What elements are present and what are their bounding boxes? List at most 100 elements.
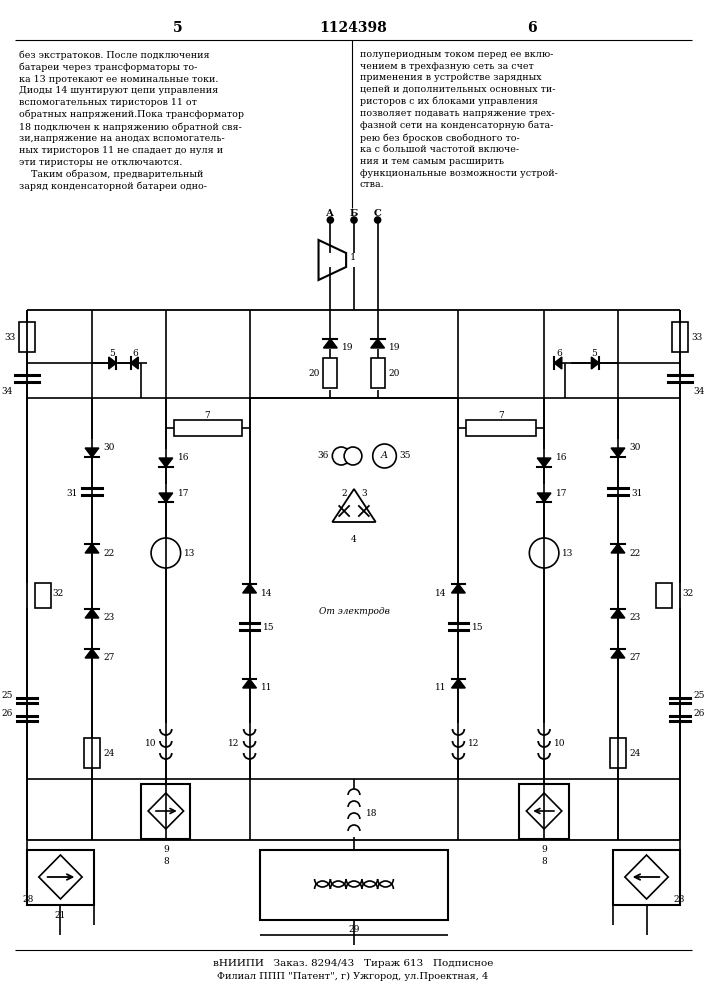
- Bar: [324, 358, 337, 388]
- Bar: [656, 583, 672, 608]
- Text: От электродв: От электродв: [319, 606, 390, 615]
- Text: 8: 8: [163, 856, 169, 865]
- Text: 31: 31: [632, 488, 643, 497]
- Bar: [174, 420, 242, 436]
- Polygon shape: [611, 609, 625, 618]
- Text: 18: 18: [366, 808, 378, 818]
- Polygon shape: [554, 357, 562, 369]
- Text: С: С: [374, 209, 382, 218]
- Text: 16: 16: [556, 454, 568, 462]
- Text: вНИИПИ   Заказ. 8294/43   Тираж 613   Подписное: вНИИПИ Заказ. 8294/43 Тираж 613 Подписно…: [213, 960, 493, 968]
- Text: 15: 15: [472, 624, 484, 633]
- Polygon shape: [243, 679, 257, 688]
- Bar: [19, 322, 35, 352]
- Polygon shape: [85, 544, 99, 553]
- Text: 7: 7: [498, 412, 503, 420]
- Polygon shape: [332, 489, 375, 522]
- Polygon shape: [148, 793, 184, 829]
- Text: 34: 34: [694, 387, 705, 396]
- Polygon shape: [370, 339, 385, 348]
- Polygon shape: [452, 584, 465, 593]
- Text: 7: 7: [204, 412, 210, 420]
- Text: 6: 6: [527, 21, 537, 35]
- Text: 5: 5: [591, 349, 597, 358]
- Text: 14: 14: [262, 588, 273, 597]
- Text: 1: 1: [350, 253, 356, 262]
- Text: 21: 21: [54, 910, 66, 920]
- Text: 1124398: 1124398: [319, 21, 387, 35]
- Circle shape: [351, 217, 357, 223]
- Polygon shape: [452, 679, 465, 688]
- Text: 2: 2: [341, 488, 347, 497]
- Bar: [27, 850, 94, 905]
- Text: 11: 11: [435, 684, 447, 692]
- Text: 34: 34: [2, 387, 13, 396]
- Text: 25: 25: [694, 692, 706, 700]
- Polygon shape: [131, 357, 139, 369]
- Text: 12: 12: [228, 738, 240, 748]
- Text: 9: 9: [542, 844, 547, 854]
- Text: 10: 10: [554, 738, 566, 748]
- Text: 19: 19: [342, 344, 354, 353]
- Bar: [467, 420, 536, 436]
- Text: без экстратоков. После подключения
батареи через трансформаторы то-
ка 13 протек: без экстратоков. После подключения батар…: [19, 50, 244, 191]
- Text: 28: 28: [673, 896, 684, 904]
- Text: 14: 14: [435, 588, 447, 597]
- Polygon shape: [611, 544, 625, 553]
- Text: 24: 24: [104, 748, 115, 758]
- Text: 33: 33: [4, 332, 15, 342]
- Bar: [260, 850, 448, 920]
- Text: 22: 22: [630, 548, 641, 558]
- Polygon shape: [527, 793, 562, 829]
- Circle shape: [375, 217, 380, 223]
- Text: 31: 31: [67, 488, 78, 497]
- Polygon shape: [319, 240, 346, 280]
- Text: 20: 20: [388, 368, 400, 377]
- Text: 9: 9: [163, 844, 169, 854]
- Polygon shape: [85, 649, 99, 658]
- Text: 15: 15: [264, 624, 275, 633]
- Text: 28: 28: [23, 896, 34, 904]
- Polygon shape: [537, 493, 551, 502]
- Circle shape: [151, 538, 180, 568]
- Text: 16: 16: [177, 454, 189, 462]
- Circle shape: [327, 217, 333, 223]
- Polygon shape: [109, 357, 117, 369]
- Polygon shape: [324, 339, 337, 348]
- Text: 13: 13: [562, 548, 573, 558]
- Text: 6: 6: [132, 349, 138, 358]
- Text: 26: 26: [2, 710, 13, 718]
- Polygon shape: [85, 448, 99, 457]
- Polygon shape: [537, 458, 551, 467]
- Bar: [35, 583, 51, 608]
- Text: 19: 19: [390, 344, 401, 353]
- Polygon shape: [591, 357, 599, 369]
- Circle shape: [332, 447, 350, 465]
- Text: 32: 32: [52, 588, 64, 597]
- Text: 17: 17: [556, 488, 568, 497]
- Text: 25: 25: [1, 692, 13, 700]
- Text: 35: 35: [399, 452, 411, 460]
- Text: 3: 3: [361, 488, 367, 497]
- Text: 5: 5: [173, 21, 182, 35]
- Text: A: A: [381, 452, 388, 460]
- Bar: [613, 850, 680, 905]
- Text: 23: 23: [630, 613, 641, 622]
- Text: Б: Б: [350, 209, 358, 218]
- Polygon shape: [85, 609, 99, 618]
- Polygon shape: [243, 584, 257, 593]
- Text: 27: 27: [104, 654, 115, 662]
- Bar: [370, 358, 385, 388]
- Bar: [672, 322, 688, 352]
- Text: полупериодным током перед ее вклю-
чением в трехфазную сеть за счет
применения в: полупериодным током перед ее вклю- чение…: [360, 50, 558, 189]
- Circle shape: [373, 444, 397, 468]
- Bar: [141, 784, 190, 839]
- Text: 27: 27: [630, 654, 641, 662]
- Polygon shape: [159, 458, 173, 467]
- Text: 23: 23: [104, 613, 115, 622]
- Text: 12: 12: [468, 738, 479, 748]
- Text: 20: 20: [308, 368, 320, 377]
- Text: 13: 13: [184, 548, 195, 558]
- Text: Филиал ППП "Патент", г) Ужгород, ул.Проектная, 4: Филиал ППП "Патент", г) Ужгород, ул.Прое…: [217, 971, 489, 981]
- Bar: [84, 738, 100, 768]
